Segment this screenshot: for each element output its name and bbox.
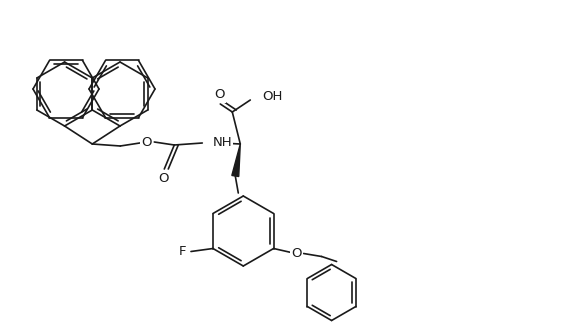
Polygon shape	[232, 144, 241, 177]
Text: O: O	[292, 247, 302, 260]
Text: O: O	[141, 135, 152, 148]
Text: OH: OH	[262, 89, 282, 102]
Text: F: F	[179, 245, 187, 258]
Text: O: O	[158, 171, 169, 184]
Text: NH: NH	[212, 135, 232, 148]
Text: O: O	[214, 88, 224, 101]
